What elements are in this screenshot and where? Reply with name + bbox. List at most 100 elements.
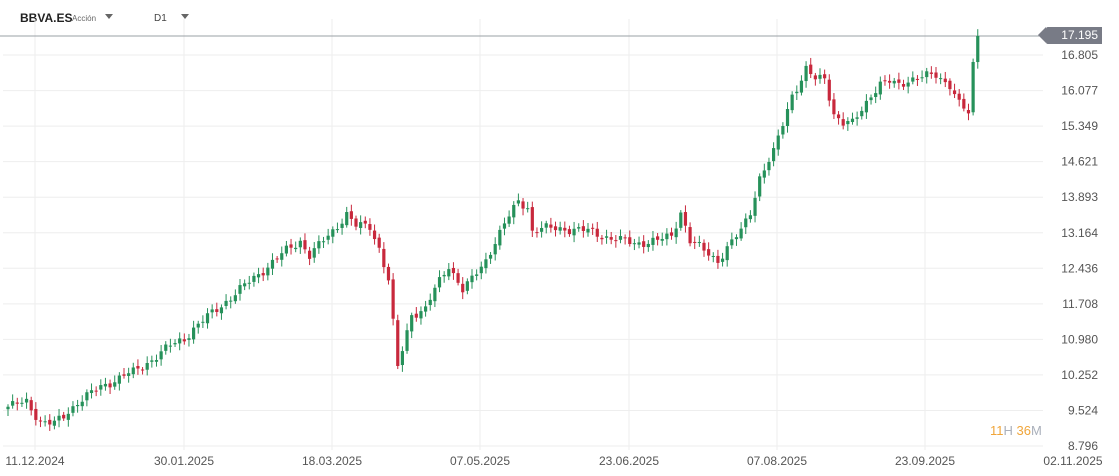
candle-body (192, 327, 196, 340)
candle-body (317, 241, 321, 249)
y-tick-label: 9.524 (1068, 403, 1098, 417)
candle-body (284, 245, 288, 254)
candle-body (136, 366, 140, 369)
candle-body (396, 320, 400, 366)
candle-body (85, 392, 89, 401)
x-tick-label: 07.05.2025 (450, 454, 510, 468)
x-tick-label: 23.06.2025 (599, 454, 659, 468)
candle-body (215, 309, 219, 312)
last-price-tag: 17.195 (1038, 27, 1102, 44)
candle-body (730, 239, 734, 246)
candle-body (201, 321, 205, 323)
candle-body (762, 170, 766, 178)
candle-body (841, 119, 845, 126)
candle-body (869, 97, 873, 101)
candle-body (864, 100, 868, 113)
candle-body (948, 80, 952, 90)
candle-body (159, 351, 163, 360)
candle-body (604, 236, 609, 238)
candle-body (461, 283, 465, 293)
candle-body (99, 385, 103, 390)
candle-body (744, 218, 748, 228)
candle-body (252, 275, 256, 282)
symbol-label[interactable]: BBVA.ES (20, 11, 73, 25)
candle-body (628, 237, 632, 245)
timeframe-label[interactable]: D1 (154, 13, 167, 24)
candle-body (303, 240, 307, 250)
candle-body (526, 208, 530, 210)
candle-body (447, 269, 451, 277)
candle-body (878, 81, 882, 95)
candle-body (609, 237, 613, 240)
candle-body (266, 267, 270, 276)
candle-body (321, 241, 326, 243)
candle-body (442, 274, 446, 277)
candle-body (270, 259, 275, 269)
candle-body (595, 228, 599, 237)
candle-body (943, 78, 947, 83)
y-tick-label: 16.077 (1061, 84, 1098, 98)
candle-body (553, 226, 558, 231)
candle-body (591, 227, 595, 229)
candle-body (665, 233, 669, 240)
candle-body (971, 61, 975, 113)
candle-body (117, 375, 121, 384)
x-tick-label: 18.03.2025 (302, 454, 362, 468)
candle-body (243, 283, 247, 287)
x-tick-label: 02.11.2025 (1043, 454, 1102, 468)
candle-body (488, 254, 493, 259)
candle-body (906, 82, 910, 87)
y-tick-label: 14.621 (1061, 155, 1098, 169)
candle-body (465, 281, 469, 291)
candle-body (76, 405, 80, 407)
candle-body (888, 80, 892, 83)
candle-body (540, 227, 544, 232)
candle-body (89, 390, 94, 394)
candle-body (874, 93, 878, 98)
candle-body (892, 80, 896, 84)
candle-body (261, 273, 265, 276)
x-tick-label: 23.09.2025 (895, 454, 955, 468)
candle-body (150, 360, 154, 362)
candle-body (108, 383, 112, 388)
candle-body (883, 80, 887, 82)
candle-body (507, 216, 511, 224)
candle-body (716, 255, 720, 263)
candle-body (618, 236, 623, 240)
candle-body (651, 237, 655, 245)
x-axis: 11.12.2024 30.01.2025 18.03.2025 07.05.2025… (5, 454, 1102, 468)
candle-body (345, 212, 349, 226)
candle-body (57, 415, 61, 421)
candle-body (897, 79, 901, 83)
candle-body (846, 121, 850, 125)
candle-body (957, 93, 961, 100)
candle-body (586, 228, 590, 233)
candle-body (372, 230, 377, 240)
candle-body (767, 161, 771, 171)
candle-body (809, 64, 813, 75)
candle-body (790, 94, 794, 111)
candle-body (377, 237, 381, 248)
candle-body (795, 91, 799, 94)
candle-body (632, 243, 636, 245)
asset-type-label: Acción (72, 14, 97, 23)
candle-body (915, 78, 920, 80)
candle-body (331, 229, 335, 237)
candle-body (920, 77, 924, 79)
candle-body (577, 227, 581, 229)
candle-body (451, 267, 456, 274)
y-tick-label: 13.164 (1061, 226, 1098, 240)
candle-body (386, 266, 391, 281)
candle-body (530, 207, 534, 231)
timeframe-dropdown-icon[interactable] (181, 14, 189, 19)
candle-body (424, 306, 428, 312)
candle-body (414, 313, 418, 318)
x-tick-label: 11.12.2024 (5, 454, 64, 468)
candle-body (660, 238, 664, 241)
candle-body (11, 401, 15, 406)
candle-body (549, 224, 553, 228)
symbol-dropdown-icon[interactable] (105, 14, 113, 19)
candles (6, 29, 980, 431)
candle-body (623, 237, 627, 239)
